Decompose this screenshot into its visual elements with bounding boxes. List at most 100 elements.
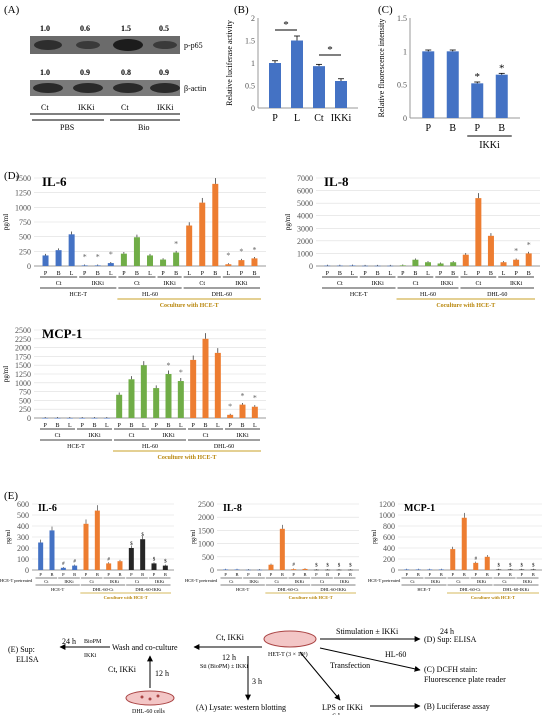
bar [81,265,88,266]
sig-mark: # [107,557,110,562]
y-tick-label: 400 [383,544,395,553]
y-tick-label: 1500 [15,361,31,370]
bar [234,569,240,570]
bar [473,562,479,570]
x-tick-label: P [153,572,156,577]
bar [525,253,532,266]
bar [291,569,297,570]
y-tick-label: 600 [17,500,29,509]
y-tick-label: 1500 [198,526,214,535]
y-tick-label: 1 [403,47,407,56]
group-label: Ct [134,281,140,287]
cell-label: DHL-60-IKKi [503,587,530,592]
x-tick-label: B [50,572,53,577]
group-label: IKKi [249,579,259,584]
x-tick-label: B [129,423,133,429]
x-tick-label: B [463,572,466,577]
y-tick-label: 750 [19,218,31,227]
x-tick-label: B [303,572,306,577]
group-label: IKKi [371,281,384,287]
bar [404,569,410,570]
x-tick-label: P [474,572,477,577]
scheme-sti: Sti (BioPM) ± IKKi [200,663,248,670]
x-tick-label: L [70,271,74,277]
bar [128,379,135,418]
bar [269,63,281,108]
sig-star: * [109,250,113,259]
bar [103,418,110,419]
sig-star: * [527,240,531,249]
scheme-wash: Wash and co-culture [112,643,178,652]
panel-a: (A) 1.0 0.6 1.5 0.5 p-p65 1.0 0.9 0.8 0.… [0,0,206,150]
cell-label: DHL-60-IKKi [135,587,162,592]
bar [160,259,167,266]
y-tick-label: 0.5 [397,81,407,90]
chart-e-mcp1: 0 200 400 600 800 1000 1200 pg/ml MCP-1 P B P B P B P B P… [368,500,542,600]
x-tick-label: P [80,423,84,429]
scheme-fluor: Fluorescence plate reader [424,675,506,684]
group-label: IKKi [523,579,533,584]
group-label: Ct [502,579,507,584]
bar [450,549,456,570]
x-tick-label: B [532,572,535,577]
bar [507,569,513,570]
bar [471,83,484,118]
bar [120,253,127,266]
x-tick-label: P [272,113,278,124]
x-tick-label: L [148,271,152,277]
group-label: Ct [413,281,419,287]
x-tick-label: B [509,572,512,577]
chart-title: IL-6 [42,174,67,189]
x-tick-label: B [527,271,531,277]
bar [362,265,369,267]
bar [387,265,394,267]
y-tick-label: 1250 [15,370,31,379]
coculture-label: Coculture with HCE-T [471,595,515,600]
sig-mark: # [73,560,76,565]
x-tick-label: P [122,271,126,277]
y-tick-label: 2500 [15,326,31,335]
y-tick-label: 0 [25,566,29,575]
group-label: Ct [476,281,482,287]
bar [268,564,274,570]
x-tick-label: L [502,271,506,277]
x-tick-label: P [326,271,330,277]
scheme-12h: 12 h [222,653,236,662]
sig-mark: # [292,563,295,568]
bar [313,66,325,108]
sig-mark: $ [338,564,341,569]
scheme-lps: LPS or IKKi [322,703,364,712]
bar [461,517,467,570]
sig-star: * [241,392,245,401]
y-axis-label: Relative fluorescence intensity [377,19,386,118]
bar [165,374,172,418]
bar [60,567,66,570]
chart-title: MCP-1 [42,326,82,341]
scheme-ikki: IKKi [84,653,97,659]
bar [415,569,421,570]
sig-star: * [253,394,257,403]
cell-label: DHL-60-Ct [460,587,482,592]
bar [91,418,98,419]
x-tick-label: P [315,572,318,577]
y-axis-label: Relative luciferase activity [225,20,234,106]
group-label: IKKi [88,433,101,439]
blot-value: 0.6 [80,24,90,33]
blot-band-top [30,36,180,54]
y-axis-label: pg/ml [191,530,197,544]
group-label: Ct [56,281,62,287]
bar [190,359,197,418]
x-tick-label: L [68,423,72,429]
y-tick-label: 0 [309,262,313,271]
y-axis-label: pg/ml [2,366,10,382]
chart-b: 0 0.5 1 1.5 2 Relative luciferase activity P L C… [225,14,358,124]
group-label: IKKi [92,281,105,287]
group-label: IKKi [235,281,248,287]
x-tick-label: P [401,271,405,277]
bar [94,265,101,266]
sig-mark: $ [498,563,501,568]
y-tick-label: 300 [17,533,29,542]
x-tick-label: L [294,113,300,124]
scheme-elisa: ELISA [16,655,39,664]
group-label: IKKi [162,433,175,439]
